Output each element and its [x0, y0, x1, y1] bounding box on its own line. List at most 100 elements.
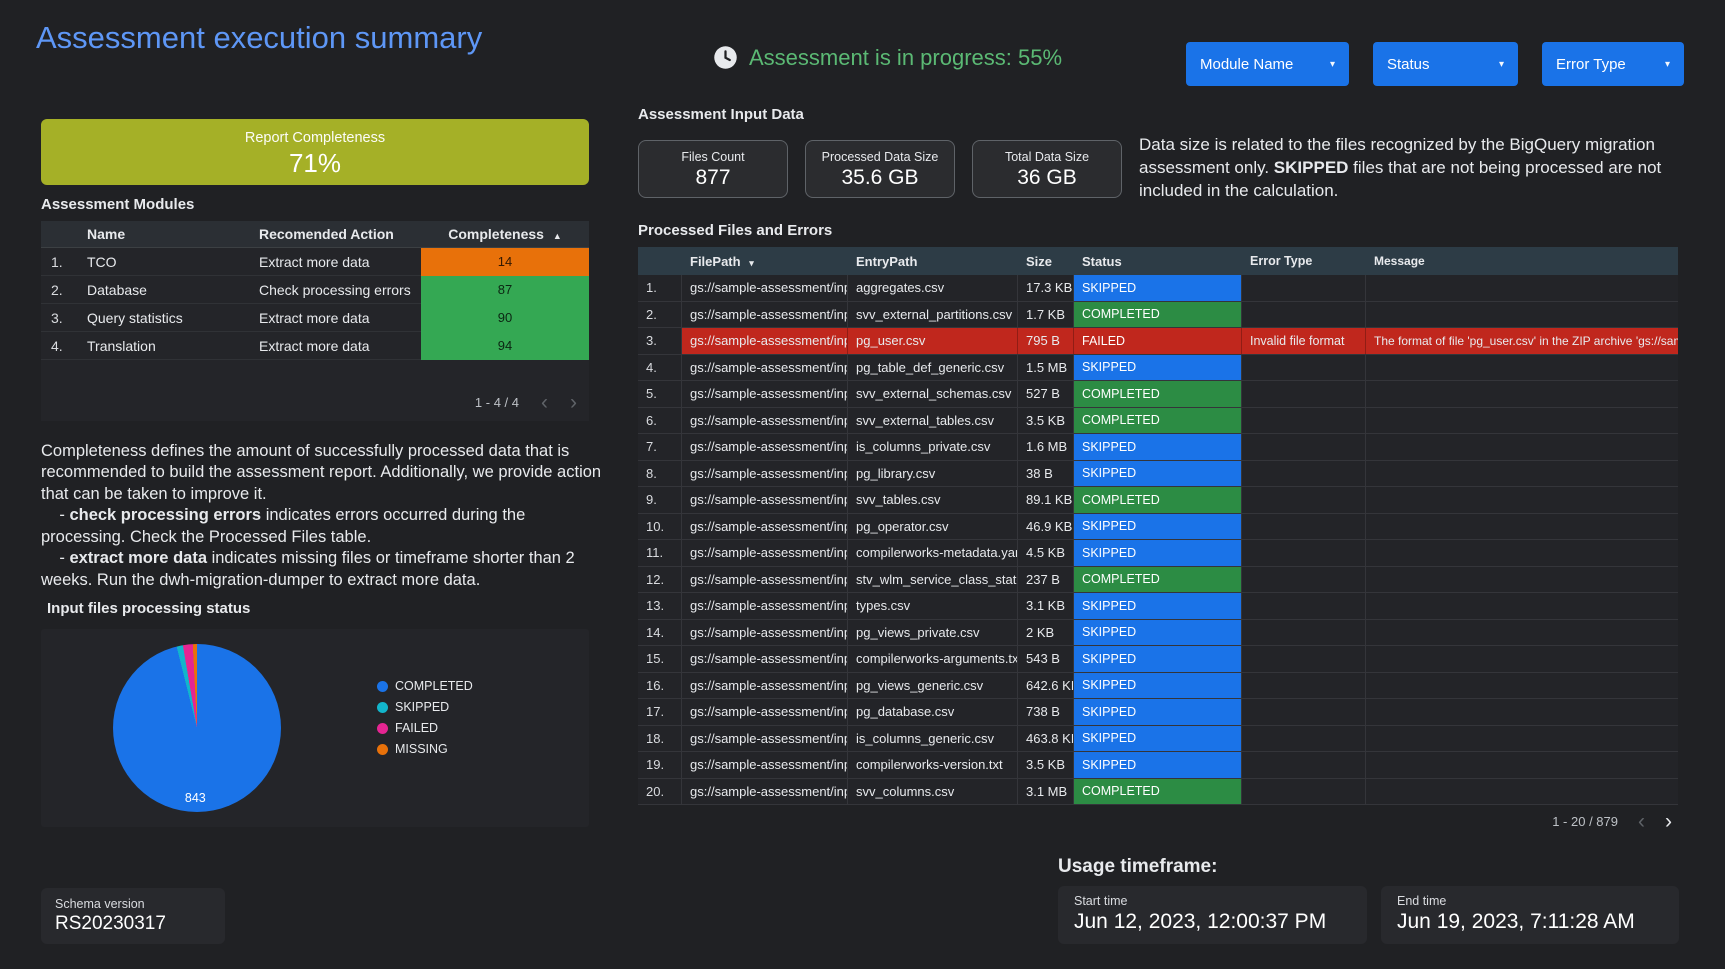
- filter-label: Module Name: [1200, 55, 1294, 73]
- table-row[interactable]: 13.gs://sample-assessment/input...types.…: [638, 593, 1678, 620]
- legend-item-completed[interactable]: COMPLETED: [377, 679, 473, 693]
- row-index: 5.: [638, 381, 682, 407]
- table-row[interactable]: 4. Translation Extract more data 94: [41, 331, 589, 360]
- filter-error-type-button[interactable]: Error Type ▾: [1542, 42, 1684, 86]
- files-table-header: FilePath ▾ EntryPath Size Status Error T…: [638, 247, 1678, 275]
- column-header-action[interactable]: Recomended Action: [259, 226, 394, 242]
- column-header-size[interactable]: Size: [1026, 253, 1053, 269]
- stat-cards: Files Count 877 Processed Data Size 35.6 GB…: [638, 140, 1122, 198]
- error-type: [1242, 354, 1366, 380]
- error-message: [1366, 567, 1678, 593]
- chevron-left-icon[interactable]: ‹: [541, 391, 548, 414]
- file-size: 738 B: [1018, 699, 1074, 725]
- table-row[interactable]: 17.gs://sample-assessment/input...pg_dat…: [638, 699, 1678, 726]
- schema-version-card: Schema version RS20230317: [41, 888, 225, 944]
- table-row[interactable]: 8.gs://sample-assessment/input...pg_libr…: [638, 460, 1678, 487]
- entry-path: pg_views_private.csv: [848, 619, 1018, 645]
- filter-module-name-button[interactable]: Module Name ▾: [1186, 42, 1349, 86]
- legend-dot: [377, 701, 388, 713]
- row-index: 14.: [638, 619, 682, 645]
- status-cell: SKIPPED: [1074, 460, 1242, 486]
- table-row[interactable]: 4.gs://sample-assessment/input...pg_tabl…: [638, 354, 1678, 381]
- error-message: [1366, 673, 1678, 699]
- table-row[interactable]: 11.gs://sample-assessment/input...compil…: [638, 540, 1678, 567]
- report-completeness-value: 71%: [288, 148, 342, 178]
- legend-item-missing[interactable]: MISSING: [377, 742, 473, 756]
- legend-item-skipped[interactable]: SKIPPED: [377, 700, 473, 714]
- row-index: 3.: [51, 309, 63, 326]
- file-path: gs://sample-assessment/input...: [682, 434, 848, 460]
- table-row[interactable]: 1. TCO Extract more data 14: [41, 247, 589, 276]
- file-path: gs://sample-assessment/input...: [682, 778, 848, 804]
- row-index: 20.: [638, 778, 682, 804]
- file-size: 3.5 KB: [1018, 752, 1074, 778]
- filter-status-button[interactable]: Status ▾: [1373, 42, 1518, 86]
- status-cell: SKIPPED: [1074, 354, 1242, 380]
- completeness-note: Completeness defines the amount of succe…: [41, 441, 607, 591]
- table-row[interactable]: 3.gs://sample-assessment/input...pg_user…: [638, 328, 1678, 355]
- table-row[interactable]: 2. Database Check processing errors 87: [41, 275, 589, 304]
- table-row[interactable]: 9.gs://sample-assessment/input...svv_tab…: [638, 487, 1678, 514]
- column-header-completeness[interactable]: Completeness ▲: [421, 226, 589, 242]
- row-index: 1.: [638, 275, 682, 301]
- table-row[interactable]: 19.gs://sample-assessment/input...compil…: [638, 752, 1678, 779]
- table-row[interactable]: 20.gs://sample-assessment/input...svv_co…: [638, 778, 1678, 805]
- status-badge: SKIPPED: [1074, 672, 1241, 698]
- entry-path: aggregates.csv: [848, 275, 1018, 301]
- table-row[interactable]: 1.gs://sample-assessment/input...aggrega…: [638, 275, 1678, 302]
- pie-chart[interactable]: 843: [113, 644, 281, 812]
- status-cell: COMPLETED: [1074, 407, 1242, 433]
- status-cell: SKIPPED: [1074, 672, 1242, 698]
- chevron-left-icon[interactable]: ‹: [1638, 809, 1645, 833]
- filter-bar: Module Name ▾ Status ▾ Error Type ▾: [1186, 42, 1684, 86]
- status-badge: COMPLETED: [1074, 778, 1241, 804]
- error-message: The format of file 'pg_user.csv' in the …: [1366, 328, 1678, 354]
- column-header-status[interactable]: Status: [1082, 253, 1122, 269]
- legend-dot: [377, 743, 388, 755]
- chevron-right-icon[interactable]: ›: [1665, 809, 1672, 833]
- completeness-value: 90: [421, 303, 589, 332]
- table-row[interactable]: 12.gs://sample-assessment/input...stv_wl…: [638, 566, 1678, 593]
- note-bold-text: check processing errors: [69, 506, 262, 525]
- table-row[interactable]: 16.gs://sample-assessment/input...pg_vie…: [638, 672, 1678, 699]
- chevron-right-icon[interactable]: ›: [570, 391, 577, 414]
- table-row[interactable]: 18.gs://sample-assessment/input...is_col…: [638, 725, 1678, 752]
- file-size: 2 KB: [1018, 619, 1074, 645]
- file-size: 642.6 KB: [1018, 672, 1074, 698]
- row-index: 4.: [638, 354, 682, 380]
- filter-label: Status: [1387, 55, 1430, 73]
- error-type: [1242, 381, 1366, 407]
- column-header-name[interactable]: Name: [87, 226, 126, 242]
- table-row[interactable]: 7.gs://sample-assessment/input...is_colu…: [638, 434, 1678, 461]
- stat-value: 35.6 GB: [841, 166, 919, 189]
- row-index: 12.: [638, 566, 682, 592]
- end-time-value: Jun 19, 2023, 7:11:28 AM: [1397, 910, 1635, 933]
- note-text: Data size is related to the files recogn…: [1139, 135, 1655, 177]
- table-row[interactable]: 15.gs://sample-assessment/input...compil…: [638, 646, 1678, 673]
- row-index: 9.: [638, 487, 682, 513]
- module-action: Extract more data: [259, 337, 370, 354]
- table-row[interactable]: 3. Query statistics Extract more data 90: [41, 303, 589, 332]
- input-data-heading: Assessment Input Data: [638, 106, 804, 123]
- legend-item-failed[interactable]: FAILED: [377, 721, 473, 735]
- legend-label: FAILED: [395, 721, 439, 735]
- column-header-entrypath[interactable]: EntryPath: [856, 253, 918, 269]
- start-time-card: Start time Jun 12, 2023, 12:00:37 PM: [1058, 886, 1367, 944]
- status-badge: SKIPPED: [1074, 752, 1241, 778]
- row-index: 16.: [638, 672, 682, 698]
- entry-path: pg_database.csv: [848, 699, 1018, 725]
- table-row[interactable]: 2.gs://sample-assessment/input...svv_ext…: [638, 301, 1678, 328]
- entry-path: svv_columns.csv: [848, 778, 1018, 804]
- column-header-message[interactable]: Message: [1374, 254, 1425, 268]
- table-row[interactable]: 6.gs://sample-assessment/input...svv_ext…: [638, 407, 1678, 434]
- column-header-error-type[interactable]: Error Type: [1250, 254, 1313, 268]
- table-row[interactable]: 14.gs://sample-assessment/input...pg_vie…: [638, 619, 1678, 646]
- schema-version-label: Schema version: [55, 897, 145, 911]
- file-size: 1.6 MB: [1018, 434, 1074, 460]
- file-path: gs://sample-assessment/input...: [682, 593, 848, 619]
- file-path: gs://sample-assessment/input...: [682, 566, 848, 592]
- table-row[interactable]: 5.gs://sample-assessment/input...svv_ext…: [638, 381, 1678, 408]
- column-header-filepath[interactable]: FilePath ▾: [682, 254, 848, 269]
- file-path: gs://sample-assessment/input...: [682, 540, 848, 566]
- table-row[interactable]: 10.gs://sample-assessment/input...pg_ope…: [638, 513, 1678, 540]
